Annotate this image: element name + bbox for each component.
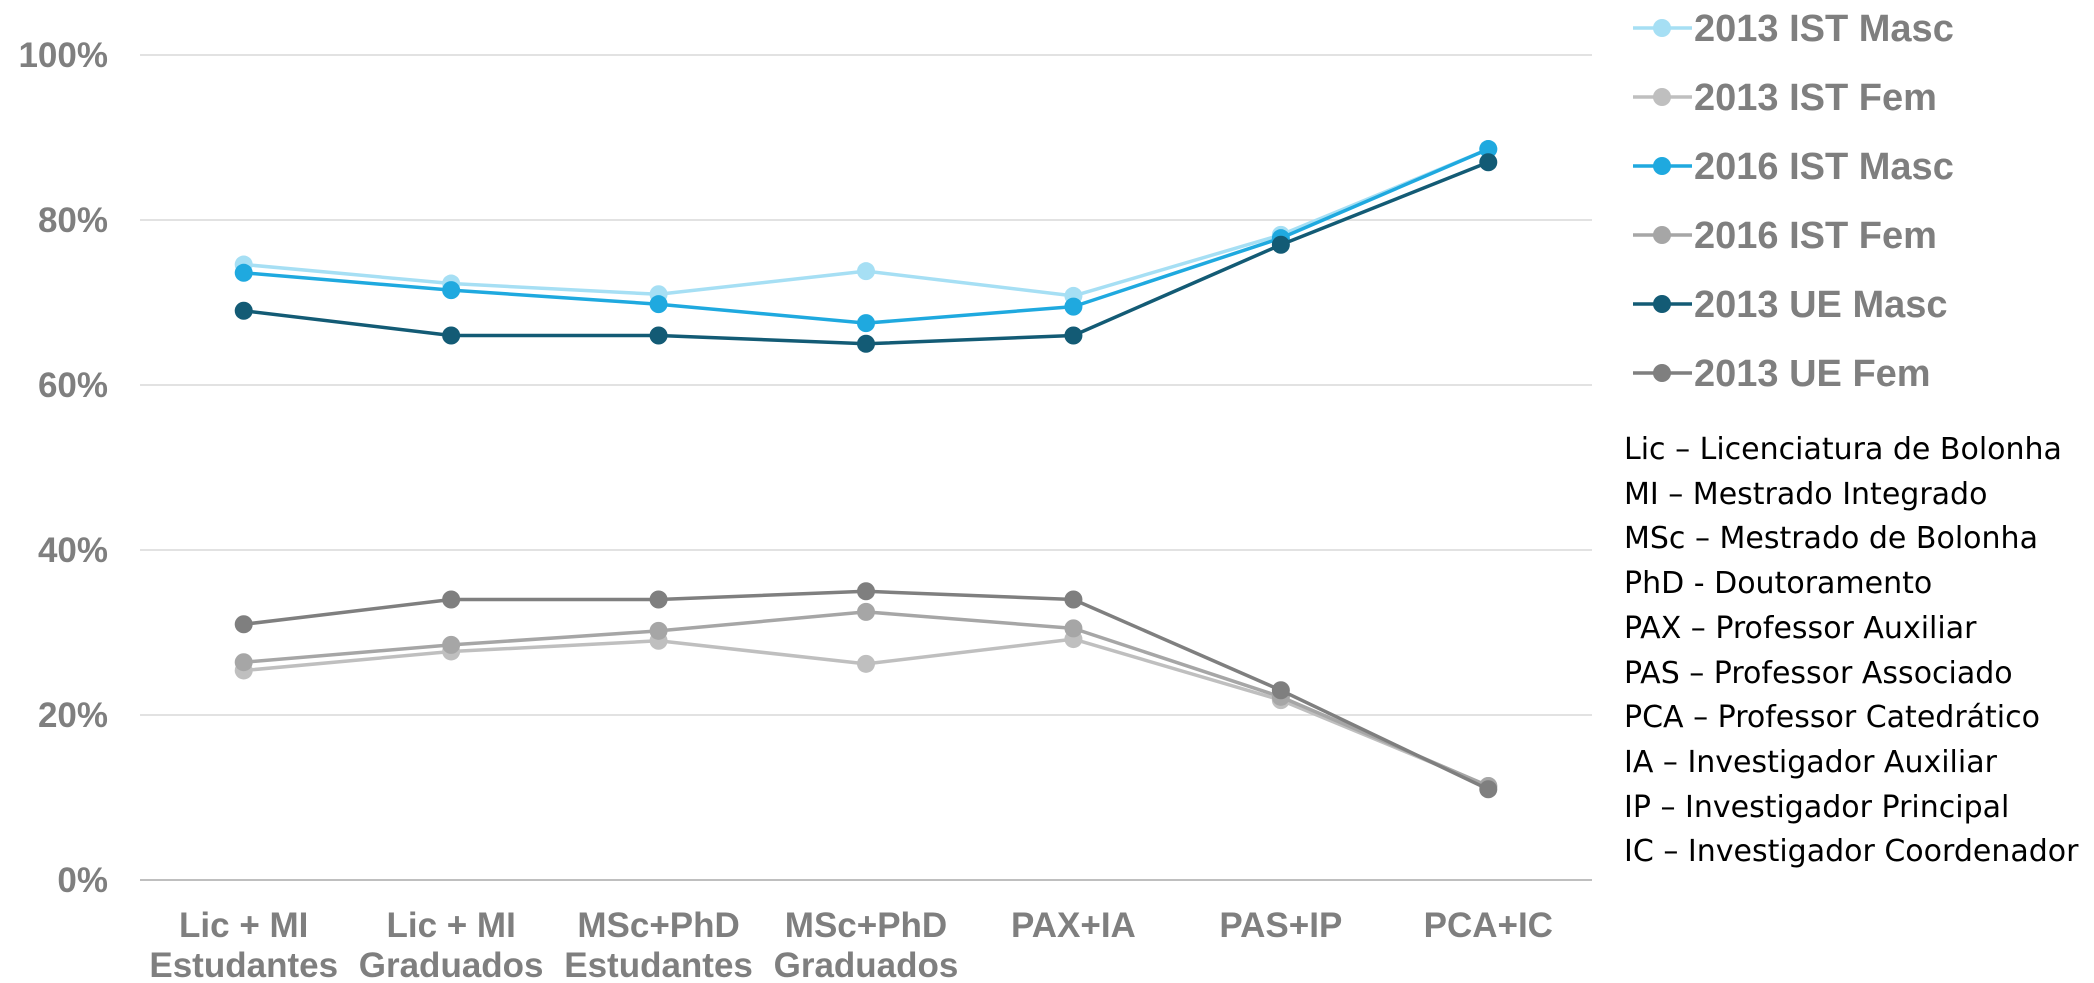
legend-marker [1653,88,1671,106]
x-tick-label-line: Estudantes [564,946,753,983]
y-tick-label: 60% [38,366,108,405]
data-point [649,326,668,345]
data-point [649,590,668,609]
legend-label: 2016 IST Fem [1694,215,1937,257]
x-tick-label-line: Lic + MI [179,906,308,945]
x-tick-label-line: PAX+IA [1011,906,1136,945]
x-tick-label: Lic + MI Estudantes [149,906,338,983]
glossary-item: Lic – Licenciatura de Bolonha [1624,432,2062,467]
data-point [1064,326,1083,345]
legend-marker [1653,157,1671,175]
data-point [1479,153,1498,172]
series-2013-ist-fem [234,630,1498,795]
data-point [1479,140,1498,159]
legend: 2013 IST Masc 2013 IST Fem 2016 IST Masc 20… [1633,8,1954,395]
data-point [1064,297,1083,316]
y-axis-ticks: 0% 20% 40% 60% 80% 100% [18,36,108,900]
data-point [234,263,253,282]
data-point [234,653,253,672]
glossary-item: MSc – Mestrado de Bolonha [1624,521,2038,557]
x-tick-label: MSc+PhD Graduados [774,906,959,983]
legend-label: 2013 IST Masc [1694,8,1954,50]
glossary-item: IP – Investigador Principal [1624,789,2010,825]
x-tick-label: PAX+IA [1011,906,1136,945]
data-point [234,301,253,320]
glossary-item: MI – Mestrado Integrado [1624,476,1988,512]
y-tick-label: 20% [38,696,108,735]
x-tick-label-line: PCA+IC [1424,906,1553,945]
series-2016-ist-masc [234,140,1498,333]
legend-item: 2016 IST Fem [1633,215,1937,257]
legend-marker [1653,19,1671,37]
data-point [1271,235,1290,254]
glossary-item: PCA – Professor Catedrático [1624,700,2040,736]
x-tick-label-line: MSc+PhD [785,906,947,945]
legend-item: 2013 IST Masc [1633,8,1954,50]
data-point [649,621,668,640]
legend-label: 2013 UE Masc [1694,284,1948,326]
legend-label: 2013 UE Fem [1694,353,1931,395]
data-point [234,615,253,634]
series-2013-ue-fem [234,582,1498,799]
legend-item: 2013 UE Masc [1633,284,1948,326]
data-point [1064,619,1083,638]
x-tick-label-line: Graduados [359,946,544,983]
abbreviation-glossary: Lic – Licenciatura de Bolonha MI – Mestr… [1624,428,2078,875]
data-point [857,654,875,673]
x-tick-label: PAS+IP [1219,906,1342,945]
data-point [857,334,875,353]
legend-label: 2016 IST Masc [1694,146,1954,188]
glossary-item: IC – Investigador Coordenador [1624,834,2079,870]
data-point [442,635,461,654]
series-line [243,589,1490,791]
data-point [1271,681,1290,700]
legend-item: 2013 IST Fem [1633,77,1937,119]
y-tick-label: 40% [38,531,108,570]
x-tick-label-line: MSc+PhD [577,906,739,945]
glossary-item: PAX – Professor Auxiliar [1624,610,1977,646]
glossary-item: IA – Investigador Auxiliar [1624,744,1997,780]
series-2016-ist-fem [234,602,1498,795]
data-point [442,326,461,345]
data-point [442,590,461,609]
data-point [442,281,461,300]
series-2013-ue-masc [234,153,1498,353]
x-tick-label-line: PAS+IP [1219,906,1342,945]
legend-marker [1653,364,1671,382]
data-point [857,262,875,281]
series-2013-ist-masc [234,140,1498,305]
legend-label: 2013 IST Fem [1694,77,1937,119]
x-tick-label-line: Estudantes [149,946,338,983]
y-tick-label: 100% [18,36,108,75]
x-tick-label: MSc+PhD Estudantes [564,906,753,983]
data-point [1479,780,1498,799]
data-point [649,295,668,314]
y-tick-label: 0% [57,861,108,900]
gridlines [140,54,1592,881]
glossary-item: PAS – Professor Associado [1624,655,2013,691]
series-lines [234,140,1498,799]
x-tick-label: Lic + MI Graduados [359,906,544,983]
glossary-item: PhD - Doutoramento [1624,566,1933,602]
x-tick-label-line: Graduados [774,946,959,983]
legend-marker [1653,295,1671,313]
legend-item: 2013 UE Fem [1633,353,1931,395]
x-tick-label: PCA+IC [1424,906,1553,945]
data-point [1064,590,1083,609]
data-point [857,602,875,621]
data-point [857,314,875,333]
y-tick-label: 80% [38,201,108,240]
x-tick-label-line: Lic + MI [386,906,515,945]
data-point [857,582,875,601]
legend-item: 2016 IST Masc [1633,146,1954,188]
legend-marker [1653,226,1671,244]
